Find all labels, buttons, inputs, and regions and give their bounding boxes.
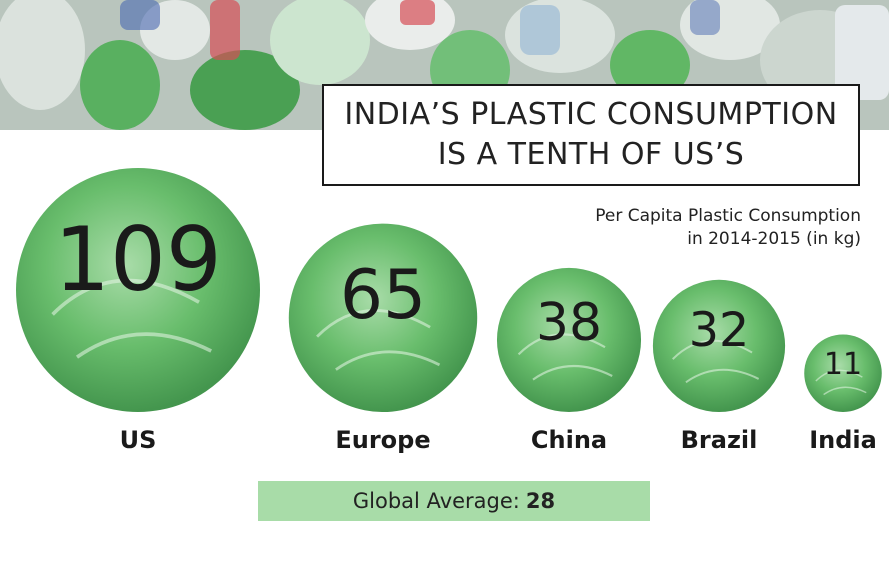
chart-title: INDIA’S PLASTIC CONSUMPTION IS A TENTH O… [322, 84, 860, 186]
value-label-europe: 65 [340, 255, 426, 334]
bubble-us [16, 168, 260, 412]
bubble-texture [672, 339, 760, 384]
title-line-1: INDIA’S PLASTIC CONSUMPTION [344, 97, 838, 132]
value-label-china: 38 [536, 293, 602, 353]
category-label-brazil: Brazil [681, 426, 758, 454]
bubble-india [804, 334, 882, 412]
global-average-label: Global Average: [352, 489, 520, 513]
subtitle-line-1: Per Capita Plastic Consumption [595, 206, 861, 226]
bubble-europe [288, 223, 478, 412]
bubble-texture [51, 278, 213, 359]
plastic-bottles-photo [0, 0, 889, 130]
title-line-2: IS A TENTH OF US’S [437, 137, 745, 172]
bubble-texture [815, 369, 867, 396]
value-label-brazil: 32 [689, 303, 750, 358]
subtitle-line-2: in 2014-2015 (in kg) [687, 229, 861, 249]
bubble-texture [316, 309, 441, 371]
chart-subtitle: Per Capita Plastic Consumption in 2014-2… [595, 205, 861, 251]
bubble-texture [517, 333, 613, 381]
global-average-value: 28 [525, 489, 556, 513]
bubble-brazil [652, 279, 786, 412]
value-label-us: 109 [54, 208, 222, 311]
category-label-china: China [531, 426, 607, 454]
value-label-india: 11 [824, 347, 862, 382]
global-average-band: Global Average: 28 [258, 481, 650, 521]
category-label-us: US [120, 426, 157, 454]
bubble-china [496, 267, 642, 412]
category-label-india: India [809, 426, 877, 454]
category-label-europe: Europe [335, 426, 430, 454]
